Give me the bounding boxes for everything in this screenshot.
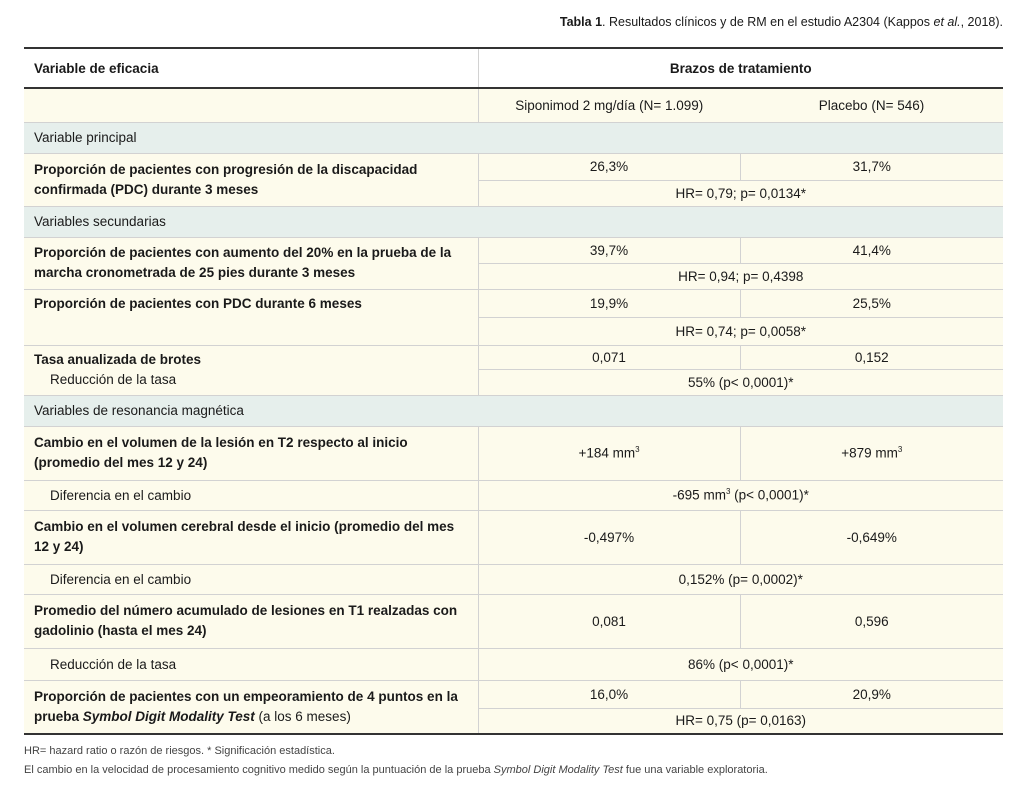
stat-cell: HR= 0,74; p= 0,0058*	[477, 316, 1004, 345]
stat-cell: 86% (p< 0,0001)*	[477, 647, 1004, 680]
table-row: Proporción de pacientes con aumento del …	[24, 236, 1004, 289]
section-row: Variables de resonancia magnética	[24, 394, 1004, 426]
table-row: Promedio del número acumulado de lesione…	[24, 593, 1004, 648]
stat-cell: -695 mm3 (p< 0,0001)*	[477, 479, 1004, 510]
arm-siponimod: Siponimod 2 mg/día (N= 1.099)	[477, 87, 740, 122]
stat-cell: 0,152% (p= 0,0002)*	[477, 563, 1004, 594]
table-row: Proporción de pacientes con un empeorami…	[24, 679, 1004, 735]
header-variable: Variable de eficacia	[24, 47, 478, 89]
stat-cell: HR= 0,79; p= 0,0134*	[477, 179, 1004, 206]
header-arms: Brazos de tratamiento	[477, 47, 1004, 89]
section-row: Variables secundarias	[24, 205, 1004, 237]
table-caption: Tabla 1. Resultados clínicos y de RM en …	[559, 15, 1003, 29]
arm-placebo: Placebo (N= 546)	[740, 87, 1004, 122]
table-row: Tasa anualizada de brotes Reducción de la…	[24, 344, 1004, 395]
results-table: Variable de eficacia Brazos de tratamien…	[24, 47, 1004, 735]
arms-row: Siponimod 2 mg/día (N= 1.099) Placebo (N…	[24, 87, 1004, 122]
footnote-1: HR= hazard ratio o razón de riesgos. * S…	[24, 745, 335, 757]
table-row: Proporción de pacientes con PDC durante …	[24, 288, 1004, 345]
table-row: Proporción de pacientes con progresión d…	[24, 152, 1004, 206]
table-row: Cambio en el volumen cerebral desde el i…	[24, 509, 1004, 564]
stat-cell: HR= 0,75 (p= 0,0163)	[477, 707, 1004, 735]
stat-cell: 55% (p< 0,0001)*	[477, 368, 1004, 395]
table-header: Variable de eficacia Brazos de tratamien…	[24, 47, 1004, 89]
stat-cell: HR= 0,94; p= 0,4398	[477, 262, 1004, 289]
footnote-2: El cambio en la velocidad de procesamien…	[24, 764, 768, 776]
table-row: Cambio en el volumen de la lesión en T2 …	[24, 425, 1004, 480]
section-row: Variable principal	[24, 121, 1004, 153]
